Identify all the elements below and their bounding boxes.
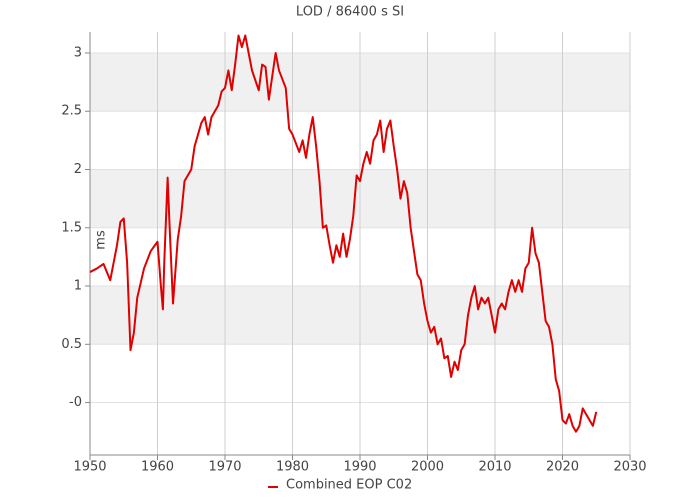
x-tick-label: 2020 bbox=[546, 460, 579, 475]
legend-label: Combined EOP C02 bbox=[286, 478, 412, 493]
y-tick-label: 0.5 bbox=[61, 337, 82, 352]
y-tick-label: -0 bbox=[69, 395, 82, 410]
y-tick-label: 1 bbox=[74, 279, 82, 294]
y-tick-label: 2 bbox=[74, 162, 82, 177]
x-tick-label: 2000 bbox=[411, 460, 444, 475]
y-tick-label: 2.5 bbox=[61, 104, 82, 119]
x-tick-label: 1970 bbox=[208, 460, 241, 475]
data-line bbox=[89, 34, 598, 433]
x-tick-label: 1990 bbox=[343, 460, 376, 475]
y-tick-label: 1.5 bbox=[61, 220, 82, 235]
y-tick-label: 3 bbox=[74, 45, 82, 60]
x-tick-label: 1950 bbox=[73, 460, 106, 475]
chart-title: LOD / 86400 s SI bbox=[296, 5, 404, 20]
y-axis-label: ms bbox=[94, 230, 109, 250]
grid bbox=[89, 32, 631, 455]
x-tick-label: 2030 bbox=[613, 460, 646, 475]
x-tick-label: 1980 bbox=[276, 460, 309, 475]
x-tick-label: 2010 bbox=[478, 460, 511, 475]
x-tick-label: 1960 bbox=[141, 460, 174, 475]
